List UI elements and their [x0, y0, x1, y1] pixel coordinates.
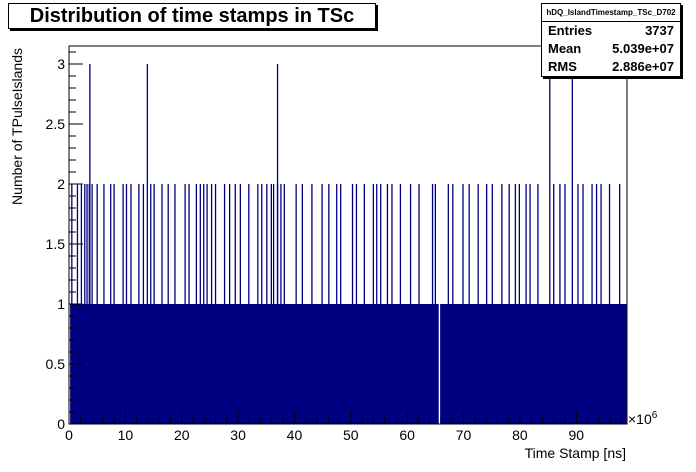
- histogram-bars: [70, 64, 627, 424]
- chart-title: Distribution of time stamps in TSc: [29, 5, 355, 27]
- x-tick-label: 50: [343, 427, 359, 443]
- x-tick-label: 30: [230, 427, 246, 443]
- stats-value-rms: 2.886e+07: [612, 59, 674, 74]
- stats-value-entries: 3737: [645, 23, 674, 38]
- x-tick-label: 80: [512, 427, 528, 443]
- y-axis-label: Number of TPulseIslands: [9, 48, 25, 205]
- chart-title-box: Distribution of time stamps in TSc: [8, 3, 376, 29]
- histogram-empty-bin: [438, 303, 441, 424]
- y-tick-label: 0.5: [46, 356, 66, 372]
- x-axis-ticks: 0 10 20 30 40 50 60 70 80 90: [65, 412, 622, 443]
- x-multiplier-base: ×10: [628, 411, 652, 427]
- stats-row-rms: RMS 2.886e+07: [542, 58, 680, 76]
- stats-label-mean: Mean: [548, 41, 582, 56]
- stats-label-entries: Entries: [548, 23, 593, 38]
- y-tick-label: 2.5: [46, 116, 66, 132]
- histogram-baseline-fill: [70, 304, 627, 424]
- stats-box: hDQ_IslandTimestamp_TSc_D702 Entries 373…: [541, 3, 681, 77]
- x-multiplier: ×106: [628, 410, 658, 427]
- stats-label-rms: RMS: [548, 59, 577, 74]
- x-tick-label: 0: [65, 427, 73, 443]
- y-tick-label: 1: [57, 296, 65, 312]
- stats-row-mean: Mean 5.039e+07: [542, 40, 680, 58]
- y-tick-label: 1.5: [46, 236, 66, 252]
- axes: [68, 45, 628, 425]
- stats-row-entries: Entries 3737: [542, 22, 680, 40]
- x-tick-label: 10: [118, 427, 134, 443]
- x-tick-label: 20: [174, 427, 190, 443]
- x-tick-label: 60: [399, 427, 415, 443]
- y-axis-ticks: 0 0.5 1 1.5 2 2.5 3: [46, 51, 83, 432]
- y-tick-label: 3: [57, 56, 65, 72]
- x-axis-label: Time Stamp [ns]: [525, 445, 626, 461]
- x-tick-label: 40: [287, 427, 303, 443]
- y-tick-label: 0: [57, 416, 65, 432]
- x-tick-label: 90: [568, 427, 584, 443]
- x-multiplier-exponent: 6: [652, 410, 658, 421]
- stats-histogram-name: hDQ_IslandTimestamp_TSc_D702: [542, 4, 680, 22]
- y-tick-label: 2: [57, 176, 65, 192]
- x-tick-label: 70: [456, 427, 472, 443]
- plot-frame: [68, 45, 628, 425]
- stats-value-mean: 5.039e+07: [612, 41, 674, 56]
